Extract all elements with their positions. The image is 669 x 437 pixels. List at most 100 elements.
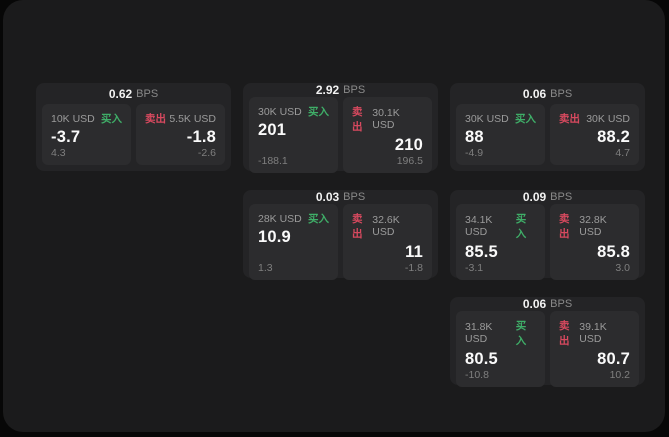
- sell-panel[interactable]: 卖出 32.8K USD 85.8 3.0: [550, 204, 639, 280]
- panels: 30K USD 买入 201 -188.1 卖出 30.1K USD 210 1…: [243, 97, 438, 179]
- buy-panel[interactable]: 30K USD 买入 201 -188.1: [249, 97, 338, 173]
- sell-price: 11: [405, 243, 423, 261]
- sell-label: 卖出: [559, 213, 570, 240]
- card-header: 2.92 BPS: [243, 83, 438, 97]
- app-panel: 0.62 BPS 10K USD 买入 -3.7 4.3 卖出 5.5K USD…: [3, 0, 665, 432]
- bps-unit: BPS: [550, 298, 573, 310]
- buy-amount: 34.1K USD: [465, 214, 493, 238]
- buy-label: 买入: [308, 213, 329, 225]
- bps-unit: BPS: [136, 87, 159, 100]
- buy-amount: 30K USD: [465, 112, 509, 125]
- card-header: 0.06 BPS: [450, 83, 645, 104]
- buy-amount: 28K USD: [258, 212, 302, 225]
- buy-panel[interactable]: 34.1K USD 买入 85.5 -3.1: [456, 204, 545, 280]
- bps-unit: BPS: [550, 191, 573, 203]
- sell-delta: 10.2: [609, 369, 630, 381]
- quotes-grid: 0.62 BPS 10K USD 买入 -3.7 4.3 卖出 5.5K USD…: [36, 83, 645, 387]
- quote-card: 2.92 BPS 30K USD 买入 201 -188.1 卖出 30.1K …: [243, 83, 438, 173]
- sell-label: 卖出: [559, 113, 580, 125]
- card-header: 0.09 BPS: [450, 190, 645, 204]
- sell-price: 85.8: [597, 243, 630, 261]
- sell-price: 80.7: [597, 350, 630, 368]
- buy-amount: 10K USD: [51, 112, 95, 125]
- buy-panel-top: 34.1K USD 买入: [465, 211, 536, 241]
- buy-price: 10.9: [258, 228, 291, 246]
- buy-delta: -3.1: [465, 262, 484, 274]
- buy-label: 买入: [515, 213, 527, 240]
- panels: 34.1K USD 买入 85.5 -3.1 卖出 32.8K USD 85.8…: [450, 204, 645, 286]
- bps-unit: BPS: [550, 87, 573, 100]
- buy-panel-top: 28K USD 买入: [258, 211, 329, 226]
- buy-panel[interactable]: 30K USD 买入 88 -4.9: [456, 104, 545, 165]
- panels: 28K USD 买入 10.9 1.3 卖出 32.6K USD 11 -1.8: [243, 204, 438, 286]
- quote-card: 0.06 BPS 31.8K USD 买入 80.5 -10.8 卖出 39.1…: [450, 297, 645, 387]
- sell-delta: 196.5: [396, 155, 423, 167]
- card-header: 0.03 BPS: [243, 190, 438, 204]
- panels: 10K USD 买入 -3.7 4.3 卖出 5.5K USD -1.8 -2.…: [36, 104, 231, 171]
- sell-panel[interactable]: 卖出 32.6K USD 11 -1.8: [343, 204, 432, 280]
- sell-amount: 30.1K USD: [372, 107, 400, 131]
- panels: 31.8K USD 买入 80.5 -10.8 卖出 39.1K USD 80.…: [450, 311, 645, 393]
- sell-amount: 5.5K USD: [169, 112, 216, 125]
- buy-label: 买入: [515, 320, 527, 347]
- bps-unit: BPS: [343, 191, 366, 203]
- sell-panel[interactable]: 卖出 30.1K USD 210 196.5: [343, 97, 432, 173]
- buy-amount: 30K USD: [258, 105, 302, 118]
- sell-amount: 39.1K USD: [579, 321, 607, 345]
- sell-panel-top: 卖出 5.5K USD: [145, 111, 216, 126]
- quote-card: 0.03 BPS 28K USD 买入 10.9 1.3 卖出 32.6K US…: [243, 190, 438, 280]
- bps-value: 0.06: [522, 297, 547, 311]
- buy-panel-top: 31.8K USD 买入: [465, 318, 536, 348]
- sell-label: 卖出: [559, 320, 570, 347]
- bps-value: 0.03: [315, 190, 340, 204]
- buy-price: 201: [258, 121, 287, 139]
- buy-delta: -188.1: [258, 155, 288, 167]
- sell-panel[interactable]: 卖出 5.5K USD -1.8 -2.6: [136, 104, 225, 165]
- sell-delta: 3.0: [615, 262, 630, 274]
- buy-panel-top: 10K USD 买入: [51, 111, 122, 126]
- sell-price: 88.2: [597, 128, 630, 146]
- bps-value: 0.62: [108, 86, 133, 101]
- sell-label: 卖出: [352, 106, 363, 133]
- sell-panel-top: 卖出 30.1K USD: [352, 104, 423, 134]
- buy-price: 80.5: [465, 350, 498, 368]
- buy-delta: -10.8: [465, 369, 489, 381]
- quote-card: 0.62 BPS 10K USD 买入 -3.7 4.3 卖出 5.5K USD…: [36, 83, 231, 171]
- sell-panel-top: 卖出 39.1K USD: [559, 318, 630, 348]
- card-header: 0.06 BPS: [450, 297, 645, 311]
- buy-label: 买入: [515, 113, 536, 125]
- sell-delta: -1.8: [404, 262, 423, 274]
- sell-amount: 32.6K USD: [372, 214, 400, 238]
- sell-panel[interactable]: 卖出 39.1K USD 80.7 10.2: [550, 311, 639, 387]
- buy-price: 85.5: [465, 243, 498, 261]
- sell-panel-top: 卖出 32.8K USD: [559, 211, 630, 241]
- buy-panel-top: 30K USD 买入: [258, 104, 329, 119]
- sell-amount: 30K USD: [586, 112, 630, 125]
- buy-panel[interactable]: 10K USD 买入 -3.7 4.3: [42, 104, 131, 165]
- sell-label: 卖出: [352, 213, 363, 240]
- quote-card: 0.06 BPS 30K USD 买入 88 -4.9 卖出 30K USD 8…: [450, 83, 645, 171]
- buy-price: -3.7: [51, 128, 81, 146]
- bps-unit: BPS: [343, 84, 366, 96]
- buy-panel[interactable]: 28K USD 买入 10.9 1.3: [249, 204, 338, 280]
- sell-label: 卖出: [145, 113, 166, 125]
- buy-panel-top: 30K USD 买入: [465, 111, 536, 126]
- buy-delta: -4.9: [465, 147, 484, 159]
- panels: 30K USD 买入 88 -4.9 卖出 30K USD 88.2 4.7: [450, 104, 645, 171]
- buy-label: 买入: [308, 106, 329, 118]
- card-header: 0.62 BPS: [36, 83, 231, 104]
- sell-panel[interactable]: 卖出 30K USD 88.2 4.7: [550, 104, 639, 165]
- sell-price: -1.8: [186, 128, 216, 146]
- sell-delta: -2.6: [197, 147, 216, 159]
- buy-price: 88: [465, 128, 484, 146]
- sell-panel-top: 卖出 30K USD: [559, 111, 630, 126]
- sell-amount: 32.8K USD: [579, 214, 607, 238]
- buy-label: 买入: [101, 113, 122, 125]
- buy-amount: 31.8K USD: [465, 321, 493, 345]
- sell-panel-top: 卖出 32.6K USD: [352, 211, 423, 241]
- bps-value: 0.09: [522, 190, 547, 204]
- sell-delta: 4.7: [615, 147, 630, 159]
- buy-panel[interactable]: 31.8K USD 买入 80.5 -10.8: [456, 311, 545, 387]
- buy-delta: 1.3: [258, 262, 273, 274]
- sell-price: 210: [394, 136, 423, 154]
